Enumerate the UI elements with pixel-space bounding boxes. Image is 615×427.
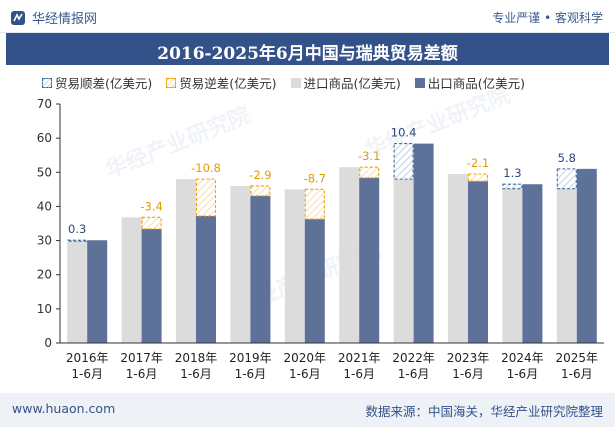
balance-data-label: -8.7 bbox=[304, 171, 326, 185]
legend-label-deficit: 贸易逆差(亿美元) bbox=[179, 76, 277, 91]
export-bar bbox=[468, 181, 488, 343]
y-tick-label: 30 bbox=[37, 234, 52, 248]
legend-swatch-import bbox=[290, 77, 301, 88]
surplus-segment bbox=[67, 239, 88, 242]
x-tick-label: 2024年 bbox=[501, 351, 544, 365]
tagline: 专业严谨 • 客观科学 bbox=[492, 11, 603, 25]
balance-data-label: 1.3 bbox=[503, 166, 521, 180]
footer-site-link[interactable]: www.huaon.com bbox=[12, 401, 116, 416]
balance-data-label: -10.8 bbox=[191, 161, 221, 175]
x-tick-label: 1-6月 bbox=[398, 367, 430, 381]
surplus-segment bbox=[502, 183, 523, 190]
x-tick-label: 2016年 bbox=[66, 351, 109, 365]
legend-item-export: 出口商品(亿美元) bbox=[414, 73, 526, 92]
legend-label-export: 出口商品(亿美元) bbox=[427, 76, 526, 91]
y-tick-label: 40 bbox=[37, 199, 52, 213]
legend-item-import: 进口商品(亿美元) bbox=[290, 73, 401, 92]
chart-legend: 贸易顺差(亿美元) 贸易逆差(亿美元) 进口商品(亿美元) 出口商品(亿美元) bbox=[42, 73, 539, 92]
surplus-segment bbox=[393, 143, 414, 180]
import-bar bbox=[448, 173, 468, 343]
legend-swatch-export bbox=[414, 77, 425, 88]
x-tick-label: 1-6月 bbox=[235, 367, 267, 381]
import-bar bbox=[284, 189, 305, 343]
y-tick-label: 70 bbox=[37, 97, 52, 111]
import-bar bbox=[67, 241, 88, 343]
balance-data-label: -2.1 bbox=[467, 156, 489, 170]
import-bar bbox=[339, 167, 360, 343]
x-tick-label: 2022年 bbox=[392, 351, 435, 365]
import-bar bbox=[393, 179, 414, 343]
y-tick-label: 0 bbox=[44, 336, 52, 350]
deficit-segment bbox=[304, 188, 325, 220]
brand-logo-icon bbox=[11, 10, 25, 25]
balance-data-label: 5.8 bbox=[558, 151, 576, 165]
top-bar: 华经情报网 专业严谨 • 客观科学 bbox=[0, 0, 615, 33]
import-bar bbox=[230, 185, 251, 343]
deficit-segment bbox=[141, 216, 162, 230]
x-tick-label: 2021年 bbox=[338, 351, 381, 365]
legend-label-surplus: 贸易顺差(亿美元) bbox=[55, 76, 153, 91]
export-bar bbox=[196, 215, 216, 343]
export-bar bbox=[522, 184, 543, 343]
balance-data-label: -3.4 bbox=[140, 199, 162, 213]
export-bar bbox=[576, 168, 597, 343]
footer-source: 数据来源：中国海关，华经产业研究院整理 bbox=[365, 404, 603, 419]
export-bar bbox=[359, 177, 380, 343]
balance-data-label: -3.1 bbox=[358, 149, 380, 163]
legend-swatch-deficit bbox=[166, 77, 177, 88]
chart-title: 2016-2025年6月中国与瑞典贸易差额 bbox=[157, 44, 458, 64]
import-bar bbox=[502, 188, 523, 343]
legend-item-deficit: 贸易逆差(亿美元) bbox=[166, 73, 277, 92]
balance-data-label: 10.4 bbox=[391, 126, 417, 140]
import-bar bbox=[176, 179, 196, 343]
x-tick-label: 1-6月 bbox=[180, 367, 212, 381]
export-bar bbox=[250, 195, 271, 343]
deficit-segment bbox=[250, 185, 271, 197]
export-bar bbox=[413, 143, 434, 343]
legend-swatch-surplus bbox=[42, 77, 52, 88]
x-tick-label: 1-6月 bbox=[561, 367, 593, 381]
x-tick-label: 1-6月 bbox=[126, 367, 158, 381]
export-bar bbox=[87, 240, 108, 343]
deficit-segment bbox=[359, 166, 380, 179]
deficit-segment bbox=[467, 173, 489, 182]
y-tick-label: 20 bbox=[37, 268, 52, 282]
legend-item-surplus: 贸易顺差(亿美元) bbox=[42, 73, 152, 92]
legend-label-import: 进口商品(亿美元) bbox=[303, 76, 401, 91]
deficit-segment bbox=[195, 178, 217, 217]
export-bar bbox=[141, 228, 162, 343]
y-tick-label: 10 bbox=[37, 302, 52, 316]
footer: www.huaon.com 数据来源：中国海关，华经产业研究院整理 bbox=[0, 393, 615, 427]
export-bar bbox=[304, 219, 325, 343]
x-tick-label: 1-6月 bbox=[507, 367, 539, 381]
y-tick-label: 50 bbox=[37, 165, 52, 179]
x-tick-label: 2018年 bbox=[175, 351, 218, 365]
x-tick-label: 2017年 bbox=[120, 351, 163, 365]
x-tick-label: 2019年 bbox=[229, 351, 272, 365]
import-bar bbox=[121, 217, 142, 343]
brand[interactable]: 华经情报网 bbox=[10, 8, 97, 27]
x-tick-label: 1-6月 bbox=[343, 367, 375, 381]
import-bar bbox=[556, 188, 577, 343]
balance-data-label: -2.9 bbox=[249, 168, 271, 182]
y-tick-label: 60 bbox=[37, 131, 52, 145]
x-tick-label: 1-6月 bbox=[289, 367, 321, 381]
bar-chart: 0 10 20 30 40 50 60 70 0.3 2016年 1-6月 -3.4 2017年 1-6月… bbox=[37, 97, 604, 381]
surplus-segment bbox=[556, 168, 577, 190]
x-tick-label: 1-6月 bbox=[71, 367, 103, 381]
title-bar: 2016-2025年6月中国与瑞典贸易差额 bbox=[6, 33, 609, 65]
x-tick-label: 2025年 bbox=[556, 351, 599, 365]
brand-name: 华经情报网 bbox=[32, 12, 98, 27]
x-tick-label: 2020年 bbox=[284, 351, 327, 365]
x-tick-label: 1-6月 bbox=[452, 367, 484, 381]
x-tick-label: 2023年 bbox=[447, 351, 490, 365]
balance-data-label: 0.3 bbox=[68, 222, 86, 236]
